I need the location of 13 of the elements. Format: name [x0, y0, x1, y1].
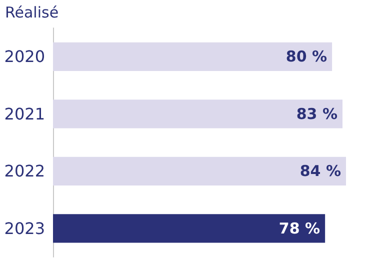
bar	[53, 214, 326, 243]
data-label: 78 %	[278, 219, 320, 238]
y-tick-label: 2021	[4, 104, 45, 124]
y-tick-label: 2022	[4, 162, 45, 181]
data-label: 80 %	[286, 48, 328, 66]
data-label: 84 %	[300, 162, 341, 180]
y-tick-label: 2020	[4, 47, 45, 66]
data-label: 83 %	[296, 104, 338, 123]
y-tick-label: 2023	[4, 218, 45, 238]
bar	[53, 100, 343, 128]
bar	[53, 156, 346, 186]
chart-title: Réalisé	[5, 4, 59, 22]
bar	[53, 42, 332, 71]
